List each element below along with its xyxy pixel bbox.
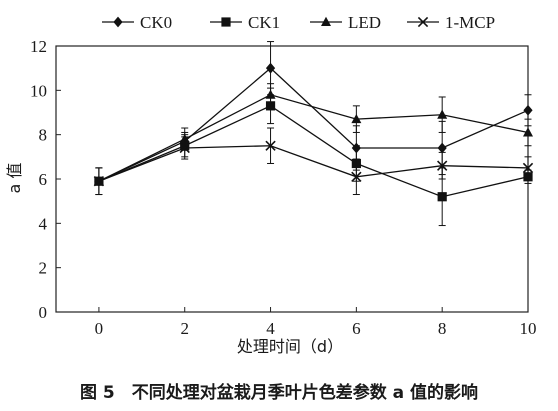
x-tick-label: 8 (438, 319, 447, 338)
legend-marker (221, 17, 231, 27)
data-point (437, 109, 448, 119)
legend-label: 1-MCP (445, 13, 495, 32)
data-point (179, 142, 190, 154)
data-point (265, 89, 276, 99)
x-tick-label: 2 (180, 319, 189, 338)
legend-label: LED (348, 13, 381, 32)
series-layer (93, 41, 534, 227)
data-point (93, 176, 105, 187)
data-point (437, 160, 448, 171)
data-point (437, 142, 447, 154)
axes: 0 2 4 6 8 10 12 0 2 4 6 8 10 (30, 37, 537, 338)
y-tick-label: 8 (39, 126, 48, 145)
legend-item-ck0: CK0 (102, 13, 172, 32)
legend-marker (113, 16, 123, 28)
series-line (98, 105, 529, 198)
y-tick-label: 6 (39, 170, 48, 189)
data-point (351, 171, 362, 182)
y-tick-label: 12 (30, 37, 47, 56)
x-tick-label: 4 (266, 319, 275, 338)
series-line (98, 67, 529, 182)
data-point (523, 127, 533, 137)
plot-frame (55, 45, 529, 313)
legend-item-ck1: CK1 (210, 13, 280, 32)
legend-marker (321, 16, 331, 26)
legend-label: CK1 (248, 13, 280, 32)
data-point (437, 192, 447, 202)
data-point (265, 62, 276, 74)
data-point (523, 104, 533, 116)
figure-caption: 图 5 不同处理对盆栽月季叶片色差参数 a 值的影响 (80, 382, 478, 403)
x-axis-title: 处理时间（d） (237, 337, 343, 356)
series-line (98, 94, 529, 182)
y-tick-label: 10 (30, 81, 47, 100)
legend: CK0 CK1 LED 1-MCP (102, 13, 495, 32)
x-tick-label: 10 (520, 319, 537, 338)
series-1-mcp (93, 127, 534, 196)
x-tick-label: 0 (95, 319, 104, 338)
data-point (265, 140, 276, 151)
x-tick-label: 6 (352, 319, 361, 338)
legend-item-led: LED (310, 13, 381, 32)
series-led (93, 83, 533, 196)
legend-marker (417, 16, 429, 28)
y-tick-label: 2 (39, 259, 48, 278)
y-tick-label: 4 (39, 214, 48, 233)
data-point (522, 162, 534, 174)
legend-label: CK0 (140, 13, 172, 32)
series-ck0 (94, 41, 533, 196)
legend-item-1-mcp: 1-MCP (407, 13, 495, 32)
series-line (98, 145, 529, 182)
y-tick-label: 0 (39, 303, 48, 322)
data-point (351, 113, 362, 124)
y-axis-title: a 值 (5, 163, 24, 194)
